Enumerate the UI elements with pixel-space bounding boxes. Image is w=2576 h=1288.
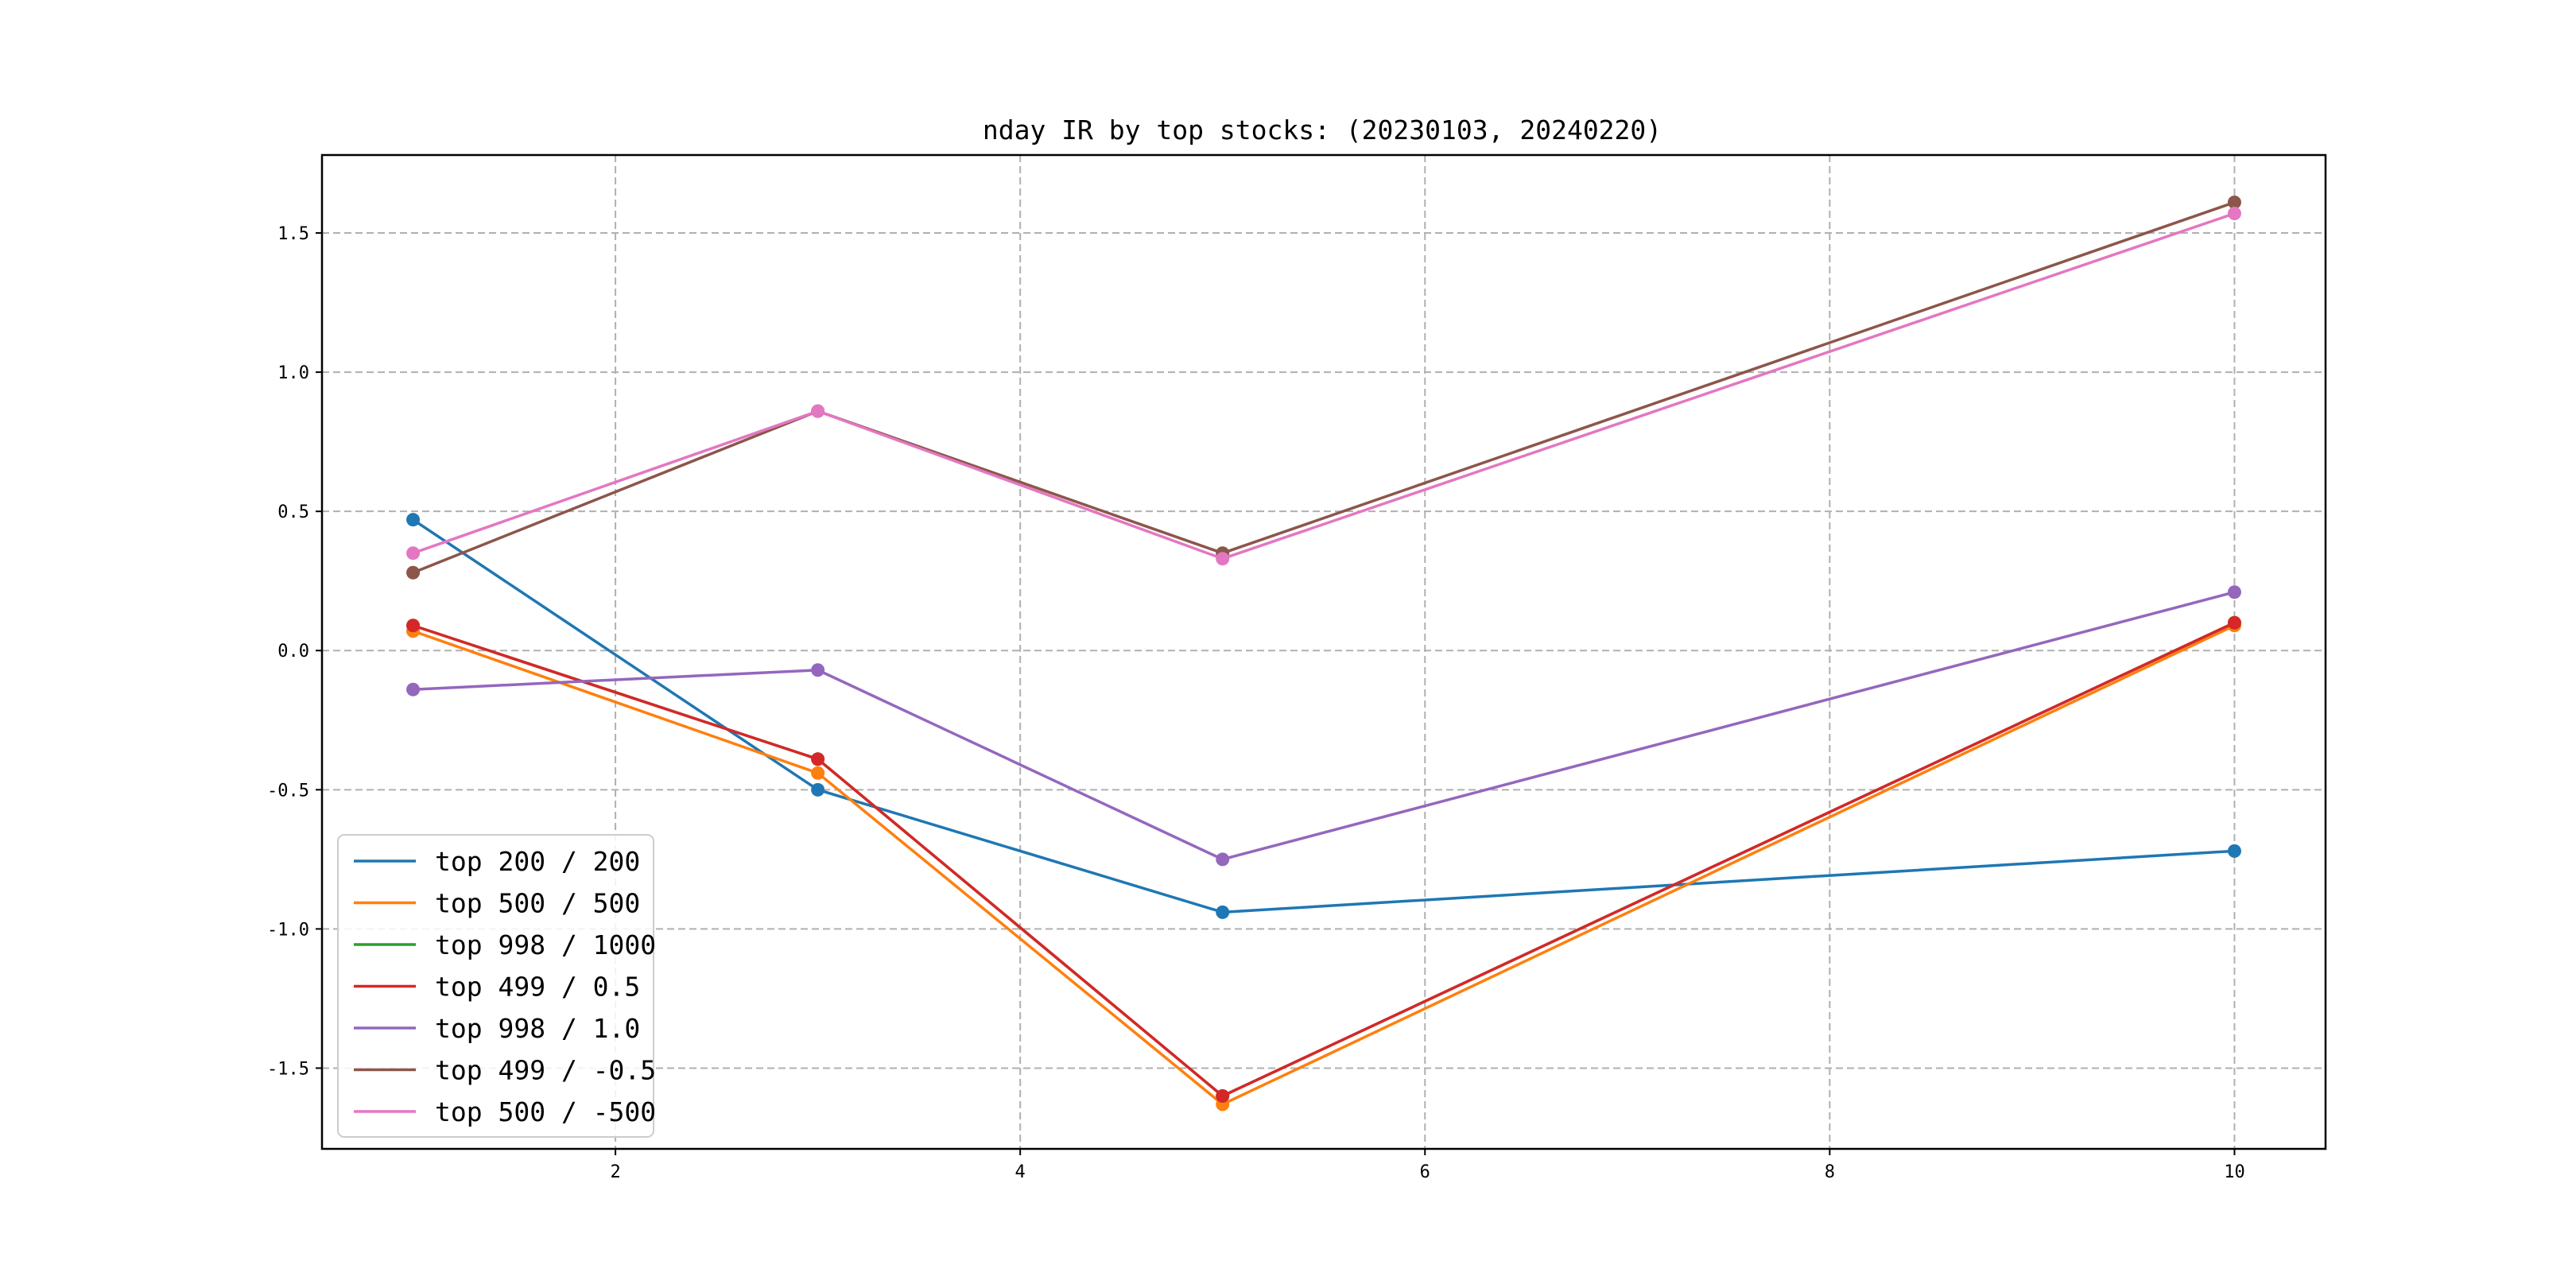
data-point bbox=[811, 782, 825, 797]
legend-label: top 499 / -0.5 bbox=[435, 1055, 656, 1086]
series-line bbox=[412, 621, 2236, 1098]
y-tick-label: -0.5 bbox=[267, 781, 309, 801]
chart-title: nday IR by top stocks: (20230103, 202402… bbox=[983, 114, 1662, 145]
legend-label: top 998 / 1.0 bbox=[435, 1013, 640, 1044]
x-tick-label: 4 bbox=[1015, 1162, 1026, 1182]
legend-label: top 998 / 1000 bbox=[435, 929, 656, 960]
series-line bbox=[412, 621, 2236, 1098]
series-line bbox=[412, 200, 2236, 574]
data-point bbox=[811, 663, 825, 677]
series-6 bbox=[406, 196, 2241, 580]
x-tick-label: 6 bbox=[1420, 1162, 1430, 1182]
data-point bbox=[1216, 905, 1230, 919]
data-point bbox=[406, 513, 421, 527]
series-3 bbox=[406, 615, 2241, 1103]
data-point bbox=[2227, 196, 2241, 210]
data-point bbox=[406, 619, 421, 633]
series-line bbox=[413, 591, 2235, 861]
y-tick-label: -1.0 bbox=[267, 920, 309, 940]
series-line bbox=[412, 518, 2235, 914]
data-point bbox=[2227, 615, 2241, 630]
legend-frame bbox=[337, 834, 654, 1138]
x-tick-label: 10 bbox=[2224, 1162, 2245, 1182]
legend-label: top 500 / 500 bbox=[435, 888, 640, 919]
series-2 bbox=[406, 619, 2241, 1111]
data-point bbox=[1216, 1088, 1230, 1103]
data-point bbox=[811, 404, 825, 418]
series-line bbox=[412, 624, 2236, 1106]
series-7 bbox=[406, 207, 2241, 566]
x-tick-label: 2 bbox=[610, 1162, 620, 1182]
data-point bbox=[2227, 844, 2241, 858]
series-line bbox=[412, 211, 2236, 561]
data-point bbox=[1216, 852, 1230, 867]
series-area bbox=[406, 196, 2241, 1111]
data-point bbox=[811, 752, 825, 766]
legend-label: top 200 / 200 bbox=[435, 846, 640, 877]
legend-label: top 500 / -500 bbox=[435, 1096, 656, 1127]
legend: top 200 / 200 top 500 / 500 top 998 / 1000… bbox=[337, 834, 656, 1138]
data-point bbox=[406, 546, 421, 561]
series-1 bbox=[406, 513, 2241, 919]
y-tick-label: -1.5 bbox=[267, 1059, 309, 1079]
series-4 bbox=[406, 615, 2241, 1103]
legend-label: top 499 / 0.5 bbox=[435, 972, 640, 1003]
data-point bbox=[406, 565, 421, 580]
y-tick-label: 0.0 bbox=[277, 642, 309, 661]
data-point bbox=[406, 682, 421, 696]
data-point bbox=[2227, 207, 2241, 221]
series-5 bbox=[406, 585, 2241, 867]
axis-ticks: 2 4 6 8 10 -1.5 -1.0 -0.5 0.0 0.5 1.0 1.5 bbox=[267, 224, 2245, 1182]
data-point bbox=[1216, 552, 1230, 566]
data-point bbox=[811, 766, 825, 780]
y-tick-label: 1.0 bbox=[277, 363, 309, 383]
y-tick-label: 0.5 bbox=[277, 502, 309, 522]
y-tick-label: 1.5 bbox=[277, 224, 309, 244]
plot-frame bbox=[320, 153, 2327, 1150]
grid bbox=[322, 155, 2326, 1149]
data-point bbox=[2227, 585, 2241, 599]
x-tick-label: 8 bbox=[1825, 1162, 1835, 1182]
